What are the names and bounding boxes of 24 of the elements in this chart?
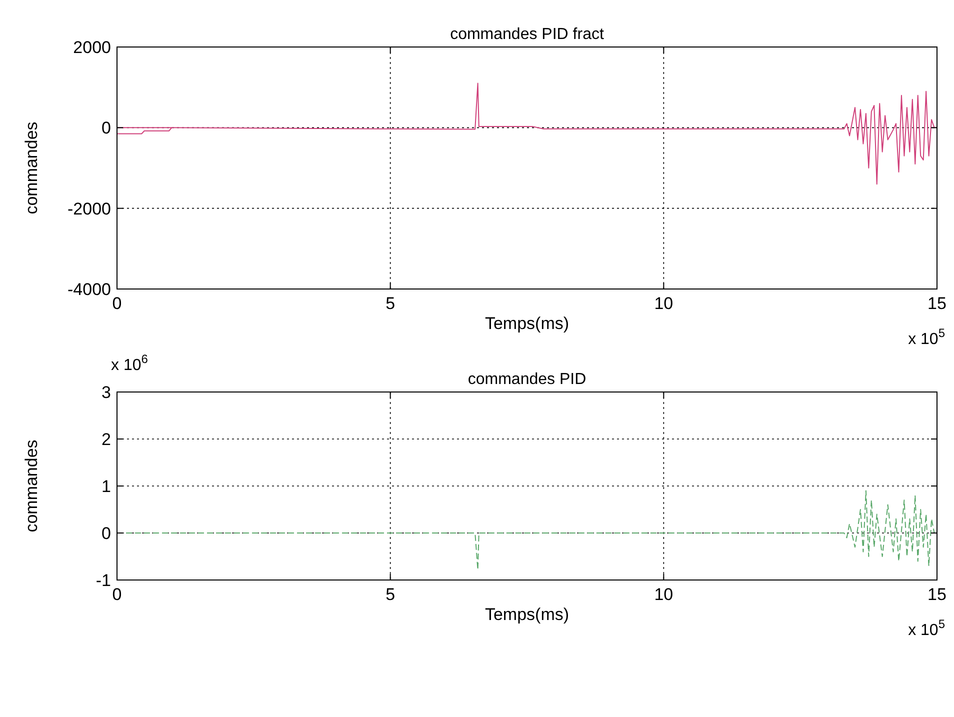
x-axis-title: Temps(ms) [484,605,570,624]
x-axis-title: Temps(ms) [484,314,570,333]
y-tick-label: 3 [102,383,111,402]
y-axis-title: commandes [22,122,41,214]
chart-title: commandes PID fract [450,26,604,43]
x-tick-label: 5 [386,294,396,313]
x-tick-label: 10 [654,585,674,604]
text: x 10$^{6}$ [111,352,148,374]
x-tick-label: 15 [928,585,946,604]
chart-title: commandes PID [468,371,586,388]
text: x 10$^{5}$ [908,326,946,348]
y-tick-label: 0 [102,524,111,543]
text: x 10$^{5}$ [908,617,946,639]
y-tick-label: 2 [102,430,111,449]
y-tick-label: -2000 [68,199,111,218]
x-tick-label: 5 [386,585,396,604]
y-axis-title: commandes [22,440,41,532]
y-tick-label: 0 [102,118,111,138]
x-tick-label: 15 [928,294,946,313]
y-tick-label: 2000 [73,38,111,57]
x-tick-label: 10 [654,294,674,313]
y-tick-label: -1 [96,571,111,590]
y-tick-label: -4000 [68,280,111,299]
y-tick-label: 1 [102,477,111,496]
